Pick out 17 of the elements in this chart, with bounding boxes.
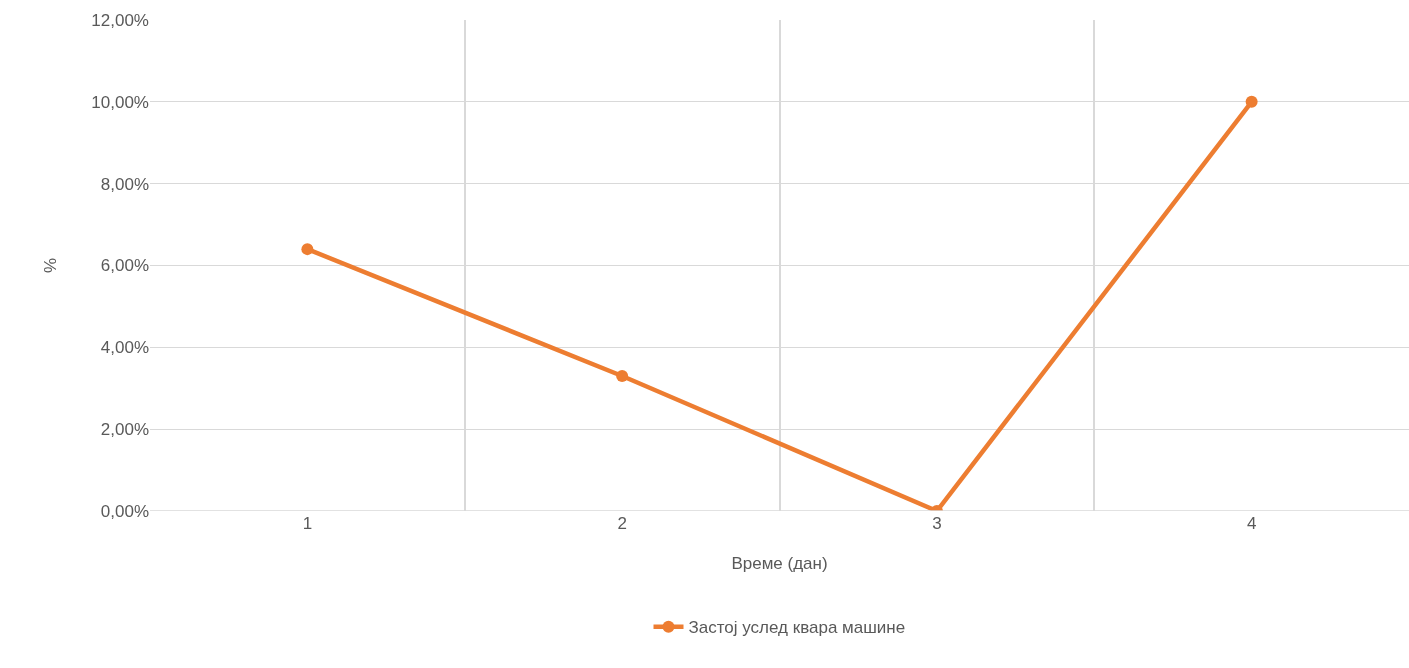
point bbox=[616, 369, 629, 382]
y-tick-label: 12,00% bbox=[91, 10, 149, 30]
y-tick-label: 10,00% bbox=[91, 92, 149, 112]
y-tick-label: 6,00% bbox=[100, 256, 149, 276]
x-tick-label: 4 bbox=[1246, 514, 1257, 533]
y-tick-label: 4,00% bbox=[100, 338, 149, 358]
x-tick-label: 1 bbox=[302, 514, 313, 533]
x-tick-label: 2 bbox=[617, 514, 627, 533]
x-axis-title: Време (дан) bbox=[731, 554, 828, 574]
y-tick-label: 0,00% bbox=[100, 501, 149, 521]
point bbox=[1245, 95, 1258, 108]
y-axis-title: % bbox=[40, 257, 60, 274]
point bbox=[301, 243, 314, 256]
y-tick-label: 2,00% bbox=[100, 420, 149, 440]
y-tick-label: 8,00% bbox=[100, 174, 149, 194]
x-tick-label: 3 bbox=[932, 514, 942, 533]
legend-label: Застој услед квара машине bbox=[688, 618, 906, 638]
